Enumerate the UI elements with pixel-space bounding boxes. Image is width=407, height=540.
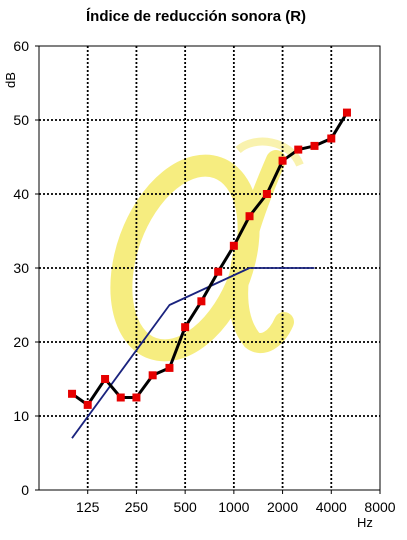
x-axis-label: Hz bbox=[357, 515, 373, 530]
y-tick-label: 40 bbox=[13, 186, 29, 202]
data-point-marker bbox=[294, 145, 303, 154]
data-point-marker bbox=[262, 190, 271, 198]
data-point-marker bbox=[229, 241, 238, 250]
y-tick-label: 10 bbox=[13, 408, 29, 424]
grid-lines bbox=[39, 46, 380, 490]
watermark-logo bbox=[110, 137, 304, 362]
data-point-marker bbox=[68, 389, 77, 398]
y-tick-label: 30 bbox=[13, 260, 29, 276]
data-point-marker bbox=[181, 323, 190, 332]
x-tick-label: 4000 bbox=[316, 499, 347, 515]
data-point-marker bbox=[214, 267, 223, 276]
data-point-marker bbox=[132, 393, 141, 402]
x-tick-label: 250 bbox=[125, 499, 149, 515]
data-point-marker bbox=[148, 371, 157, 380]
series-layer bbox=[68, 108, 351, 439]
y-tick-label: 20 bbox=[13, 334, 29, 350]
x-tick-label: 8000 bbox=[364, 499, 395, 515]
data-point-marker bbox=[342, 108, 351, 117]
x-tick-label: 2000 bbox=[267, 499, 298, 515]
data-point-marker bbox=[165, 363, 174, 372]
data-point-marker bbox=[197, 297, 206, 306]
x-tick-label: 500 bbox=[173, 499, 197, 515]
x-axis-ticks: 125 250 500 1000 2000 4000 8000 bbox=[76, 490, 396, 515]
data-point-marker bbox=[327, 134, 336, 143]
y-axis-ticks: 0 10 20 30 40 50 60 bbox=[13, 38, 39, 498]
data-point-marker bbox=[278, 156, 287, 165]
y-tick-label: 60 bbox=[13, 38, 29, 54]
y-tick-label: 0 bbox=[21, 482, 29, 498]
data-point-marker bbox=[101, 375, 110, 383]
data-point-marker bbox=[116, 393, 125, 402]
data-point-marker bbox=[245, 212, 254, 221]
x-tick-label: 1000 bbox=[218, 499, 249, 515]
y-tick-label: 50 bbox=[13, 112, 29, 128]
data-point-marker bbox=[83, 400, 92, 409]
y-axis-label: dB bbox=[3, 72, 18, 88]
chart-title: Índice de reducción sonora (R) bbox=[86, 8, 306, 25]
data-point-marker bbox=[310, 141, 319, 150]
x-tick-label: 125 bbox=[76, 499, 100, 515]
